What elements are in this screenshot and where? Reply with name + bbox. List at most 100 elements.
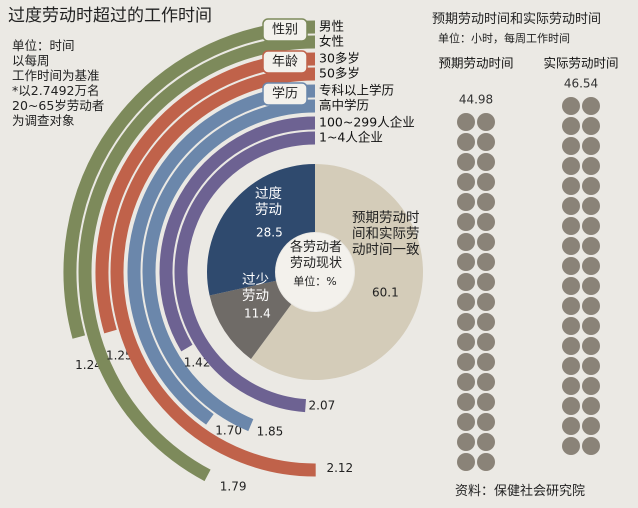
arc-value: 2.07 [309,398,336,412]
note-line: *以2.7492万名 [12,83,100,98]
pie-hole [276,233,354,311]
dot [582,317,600,335]
dot [582,277,600,295]
pie-label: 预期劳动时间和实际劳动时间一致 [352,210,420,259]
hours-title: 预期劳动时间和实际劳动时间 [432,12,602,27]
dot [457,393,475,411]
arc-bar [174,131,316,413]
note-line: 单位：时间 [12,38,75,53]
dot [457,413,475,431]
group-label: 学历 [272,86,298,102]
hours-category: 预期劳动时间 [438,56,513,71]
dot [457,313,475,331]
dot [582,177,600,195]
dot [457,193,475,211]
pie-slice [209,280,292,359]
dot [562,257,580,275]
pie-value: 11.4 [244,307,271,321]
arc-bar [78,35,316,482]
dot [562,337,580,355]
note-line: 以每周 [12,53,50,68]
arc-value: 1.85 [257,424,284,438]
dot [457,353,475,371]
dot [562,197,580,215]
dot [582,357,600,375]
dot [457,273,475,291]
dot [562,297,580,315]
note-line: 工作时间为基准 [12,68,100,83]
dot [582,237,600,255]
dot [582,97,600,115]
dot [477,373,495,391]
arc-bar [142,99,316,432]
dot [562,97,580,115]
arc-bar [127,84,316,425]
dot [582,137,600,155]
dot [562,317,580,335]
dot [562,177,580,195]
dot [477,353,495,371]
dot [582,417,600,435]
group-label-box [262,82,308,106]
arc-bar [63,20,316,339]
dot [562,397,580,415]
dot [457,113,475,131]
dot [477,173,495,191]
group-label-box [262,50,308,74]
dot-column [457,113,495,471]
dot [582,117,600,135]
dot [562,377,580,395]
note-line: 20~65岁劳动者 [12,98,105,113]
pie-value: 28.5 [256,226,283,240]
group-label: 性别 [272,23,298,38]
arc-value: 1.25 [106,349,133,363]
dot [582,197,600,215]
dot [477,333,495,351]
dot [477,193,495,211]
source: 资料：保健社会研究院 [455,484,586,499]
hours-category: 实际劳动时间 [543,56,618,71]
dot [562,417,580,435]
dot-column [562,97,600,455]
dot [477,133,495,151]
arc-name: 专科以上学历 [319,83,394,98]
dot [562,157,580,175]
group-label: 年龄 [272,55,298,70]
arc-bar [95,52,316,334]
dot [562,137,580,155]
dot [477,253,495,271]
dot [562,437,580,455]
dot [477,233,495,251]
dot [562,237,580,255]
dot [457,373,475,391]
arc-name: 100~299人企业 [319,115,415,130]
arc-name: 1~4人企业 [319,130,383,145]
dot [457,173,475,191]
dot [457,133,475,151]
dot [477,313,495,331]
title: 过度劳动时超过的工作时间 [8,6,212,26]
arc-value: 1.70 [215,424,242,438]
dot [582,397,600,415]
note-line: 为调查对象 [12,113,75,128]
dot [477,113,495,131]
dot [477,213,495,231]
dot [582,337,600,355]
dot [457,253,475,271]
dot [477,273,495,291]
dot [582,437,600,455]
dot [457,233,475,251]
arc-value: 1.79 [220,479,247,493]
pie-label: 过少劳动 [242,272,269,305]
dot [477,293,495,311]
arc-bar [110,67,316,477]
arc-name: 高中学历 [319,98,369,113]
dot [457,333,475,351]
pie-slice [206,164,315,296]
dot [457,293,475,311]
dot [457,453,475,471]
arc-name: 女性 [319,34,344,49]
pie-title: 各劳动者劳动现状 [289,240,342,271]
